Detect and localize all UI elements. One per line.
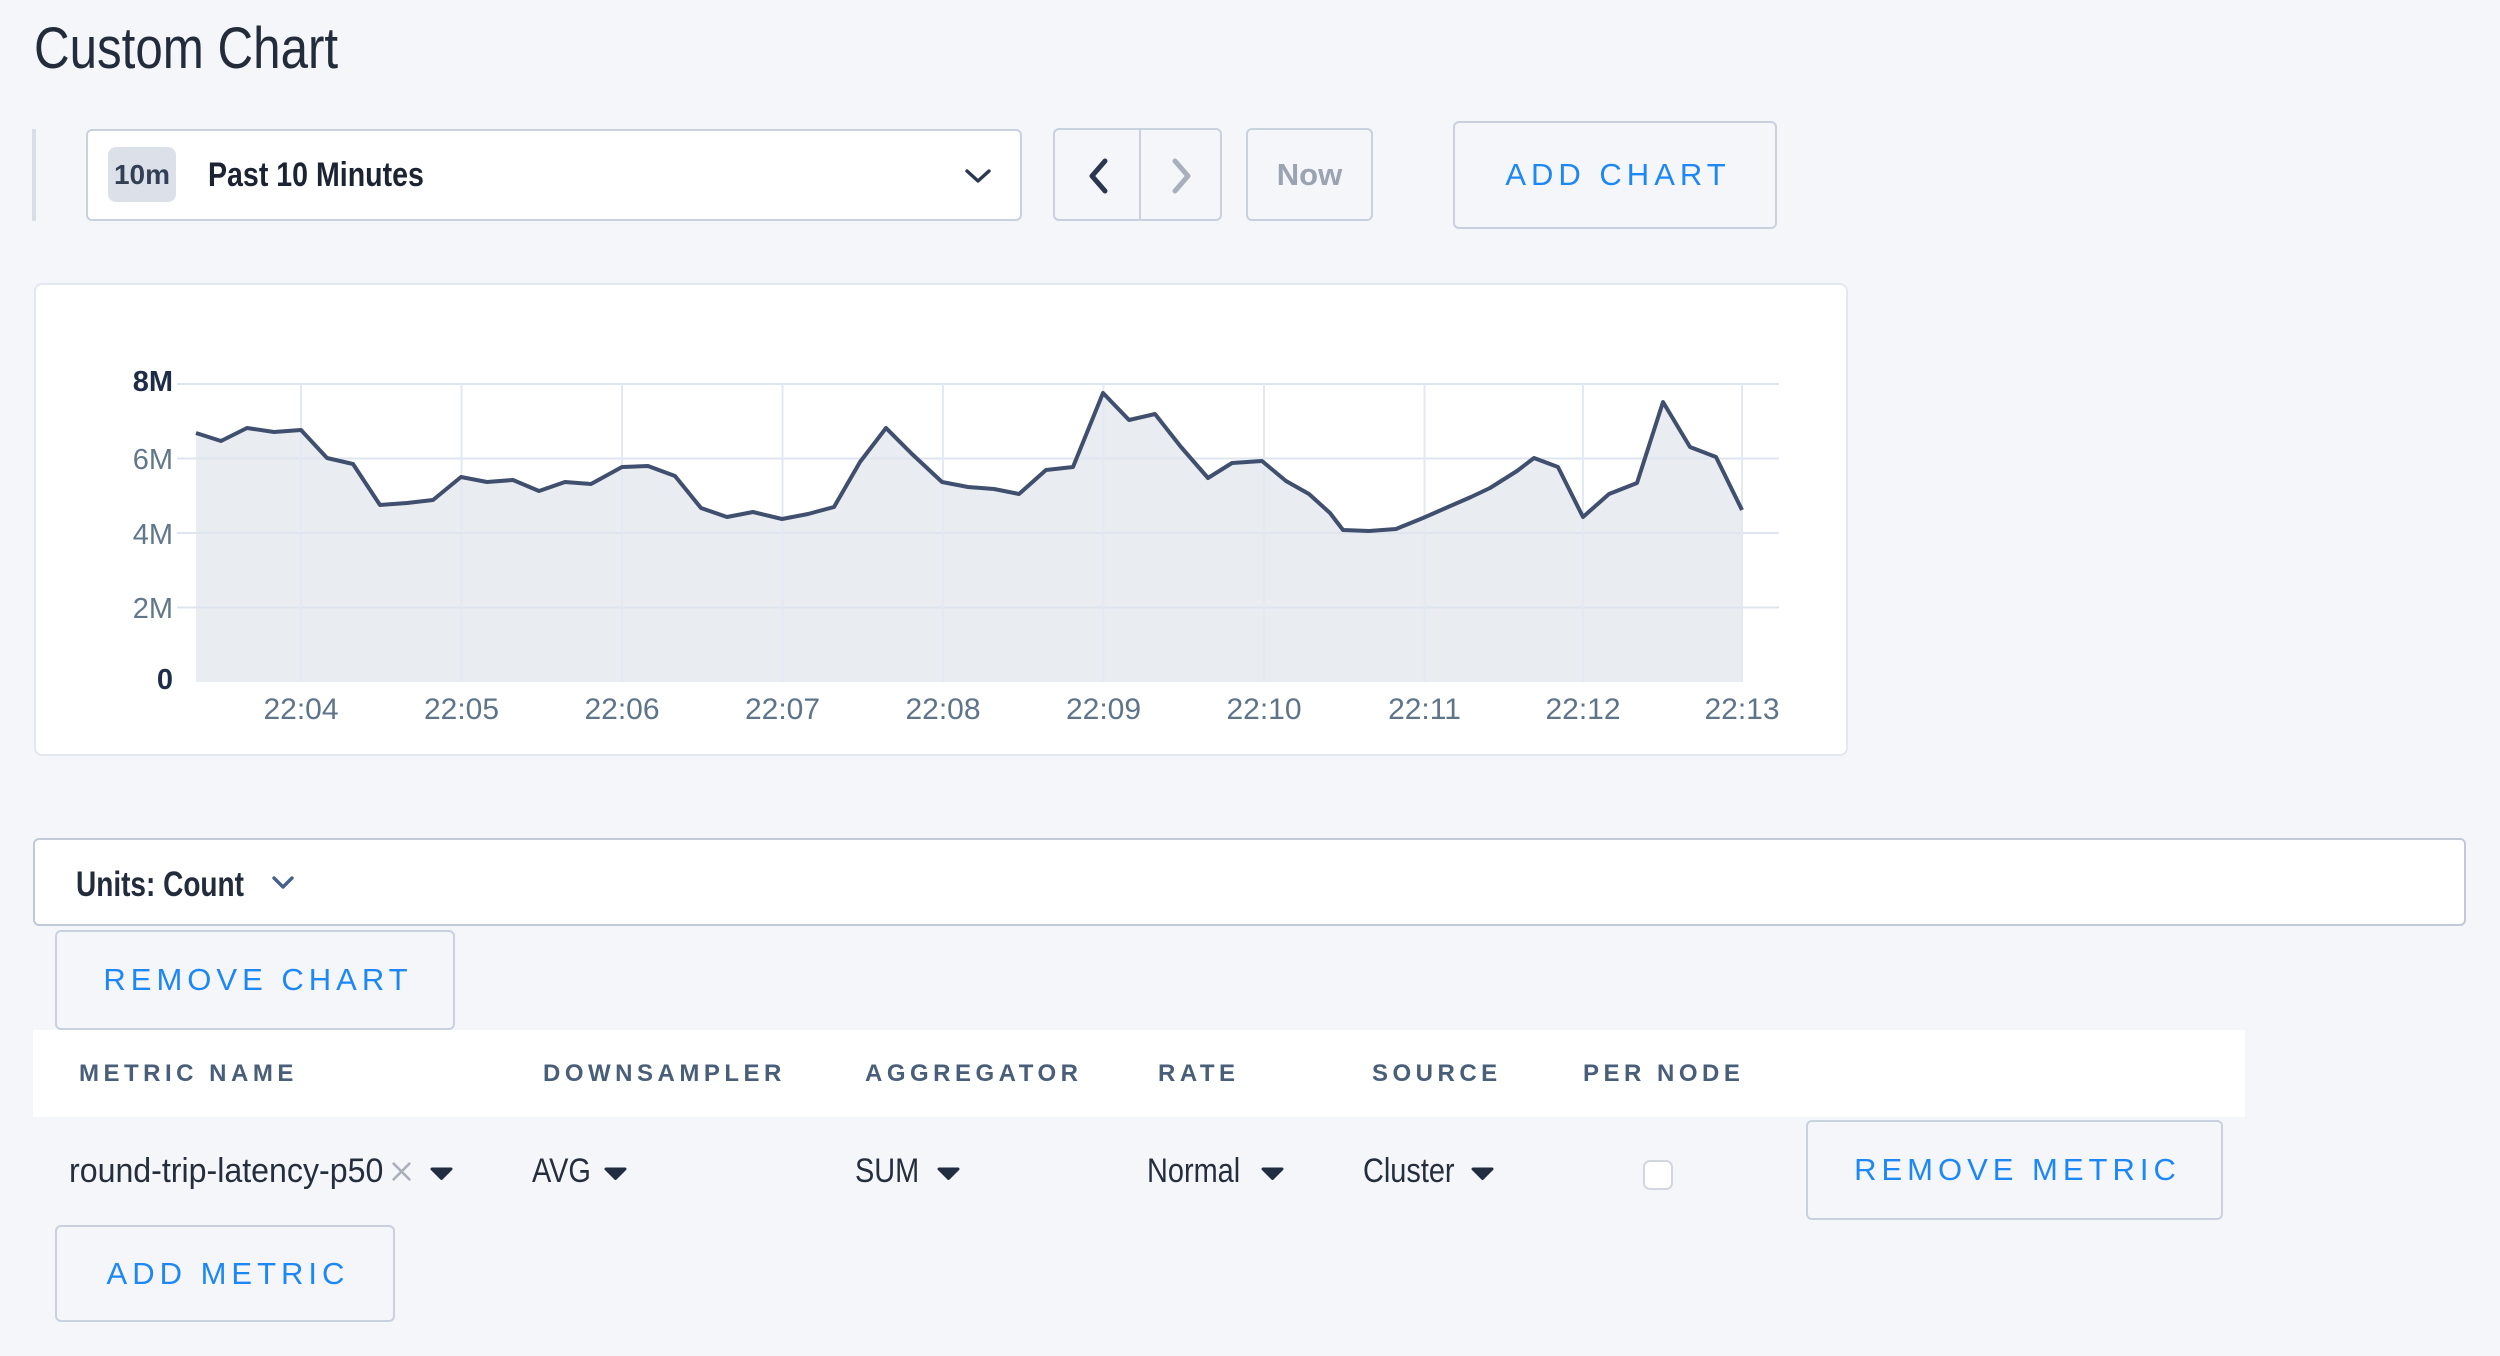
svg-text:6M: 6M <box>133 444 173 476</box>
svg-text:4M: 4M <box>133 519 173 551</box>
svg-text:22:13: 22:13 <box>1704 693 1779 726</box>
svg-text:22:12: 22:12 <box>1545 693 1620 726</box>
svg-text:8M: 8M <box>133 366 173 398</box>
svg-text:22:11: 22:11 <box>1388 693 1461 726</box>
svg-text:22:05: 22:05 <box>424 693 499 726</box>
svg-text:22:09: 22:09 <box>1066 693 1141 726</box>
svg-text:22:04: 22:04 <box>263 693 338 726</box>
svg-text:22:08: 22:08 <box>905 693 980 726</box>
svg-text:22:07: 22:07 <box>745 693 820 726</box>
svg-text:2M: 2M <box>133 593 173 625</box>
svg-text:22:06: 22:06 <box>584 693 659 726</box>
svg-text:22:10: 22:10 <box>1226 693 1301 726</box>
svg-text:0: 0 <box>157 664 173 696</box>
